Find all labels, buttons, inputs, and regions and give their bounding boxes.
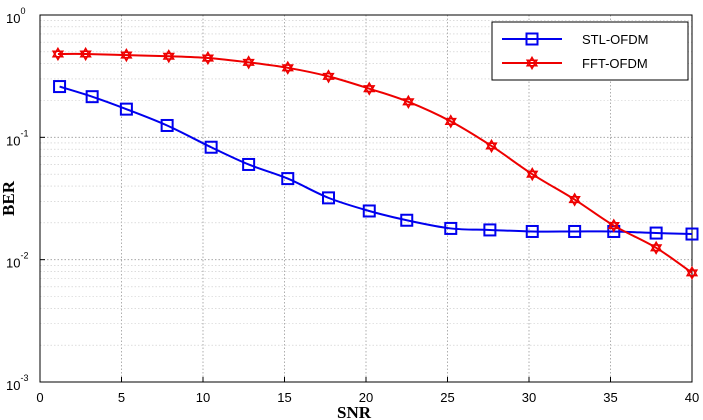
y-tick-base: 10 <box>6 378 20 393</box>
series-line-fft-ofdm <box>57 52 693 274</box>
data-point-hexagram-marker <box>649 240 663 252</box>
data-series <box>51 46 699 280</box>
data-point-hexagram-marker <box>51 46 65 58</box>
data-point-square-marker <box>119 102 133 116</box>
y-tick-label: 10-2 <box>6 251 28 271</box>
data-point-square-marker <box>160 118 174 132</box>
data-point-hexagram-marker <box>162 49 175 60</box>
data-point-square-marker <box>685 227 699 241</box>
data-point-square-marker <box>649 226 663 240</box>
data-point-square-marker <box>322 191 336 205</box>
legend-label: STL-OFDM <box>582 32 648 47</box>
data-point-square-marker <box>85 90 99 104</box>
data-point-hexagram-marker <box>685 265 699 277</box>
x-tick-label: 0 <box>36 390 43 405</box>
data-point-hexagram-marker <box>607 218 620 230</box>
data-point-hexagram-marker <box>120 51 133 63</box>
data-point-hexagram-marker <box>79 46 92 58</box>
data-point-square-marker <box>400 213 414 227</box>
data-point-hexagram-marker <box>485 138 498 150</box>
data-point-hexagram-marker <box>363 85 376 96</box>
x-tick-label: 20 <box>359 390 373 405</box>
data-point-hexagram-marker <box>363 81 376 93</box>
y-axis-title: BER <box>0 180 18 216</box>
y-tick-label: 10-3 <box>6 373 28 393</box>
x-tick-label: 40 <box>685 390 699 405</box>
legend-box <box>491 21 689 81</box>
data-point-hexagram-marker <box>201 50 215 62</box>
data-point-square-marker <box>204 140 218 154</box>
data-point-square-marker <box>281 172 295 186</box>
data-point-hexagram-marker <box>51 50 65 62</box>
data-point-square-marker <box>362 204 376 218</box>
data-point-hexagram-marker <box>281 60 294 72</box>
series-stl-ofdm <box>53 80 699 241</box>
data-point-hexagram-marker <box>649 244 663 255</box>
data-point-hexagram-marker <box>402 98 415 109</box>
data-point-hexagram-marker <box>568 196 581 207</box>
data-point-hexagram-marker <box>444 117 457 129</box>
data-point-hexagram-marker <box>402 94 415 106</box>
y-tick-base: 10 <box>6 11 20 26</box>
x-tick-label: 35 <box>603 390 617 405</box>
data-point-hexagram-marker <box>79 50 92 62</box>
data-point-square-marker <box>568 224 582 238</box>
y-tick-exponent: -3 <box>20 373 28 383</box>
data-point-hexagram-marker <box>525 55 539 67</box>
x-tick-label: 25 <box>440 390 454 405</box>
data-point-hexagram-marker <box>120 48 133 59</box>
data-point-square-marker <box>444 221 458 235</box>
data-point-square-marker <box>242 157 256 171</box>
data-point-hexagram-marker <box>242 55 255 66</box>
legend: STL-OFDM FFT-OFDM <box>491 21 689 81</box>
x-tick-label: 30 <box>522 390 536 405</box>
x-tick-label: 15 <box>277 390 291 405</box>
legend-item-fft-ofdm: FFT-OFDM <box>502 55 648 71</box>
x-axis-title: SNR <box>337 403 372 420</box>
y-tick-exponent: -1 <box>20 128 28 138</box>
data-point-hexagram-marker <box>607 222 620 233</box>
y-tick-label: 10-1 <box>6 128 28 148</box>
data-point-hexagram-marker <box>568 192 581 204</box>
data-point-hexagram-marker <box>201 54 215 66</box>
x-tick-label: 10 <box>196 390 210 405</box>
data-point-hexagram-marker <box>242 58 255 70</box>
data-point-square-marker <box>525 32 539 46</box>
legend-item-stl-ofdm: STL-OFDM <box>502 32 648 47</box>
legend-label: FFT-OFDM <box>582 56 648 71</box>
series-fft-ofdm <box>51 46 699 280</box>
data-point-hexagram-marker <box>162 52 175 64</box>
y-tick-label: 100 <box>6 6 25 26</box>
y-tick-base: 10 <box>6 133 20 148</box>
data-point-square-marker <box>483 223 497 237</box>
data-point-hexagram-marker <box>444 114 457 125</box>
data-point-hexagram-marker <box>526 170 539 182</box>
data-point-hexagram-marker <box>685 269 699 280</box>
y-tick-exponent: 0 <box>20 6 25 16</box>
x-tick-label: 5 <box>118 390 125 405</box>
y-tick-exponent: -2 <box>20 251 28 261</box>
y-tick-base: 10 <box>6 256 20 271</box>
data-point-hexagram-marker <box>281 64 294 75</box>
data-point-hexagram-marker <box>322 72 335 84</box>
data-point-square-marker <box>525 224 539 238</box>
data-point-hexagram-marker <box>525 59 539 71</box>
data-point-hexagram-marker <box>322 69 335 80</box>
data-point-hexagram-marker <box>526 167 539 178</box>
data-point-square-marker <box>53 80 67 94</box>
series-line-stl-ofdm <box>59 85 693 236</box>
data-point-hexagram-marker <box>485 142 498 154</box>
